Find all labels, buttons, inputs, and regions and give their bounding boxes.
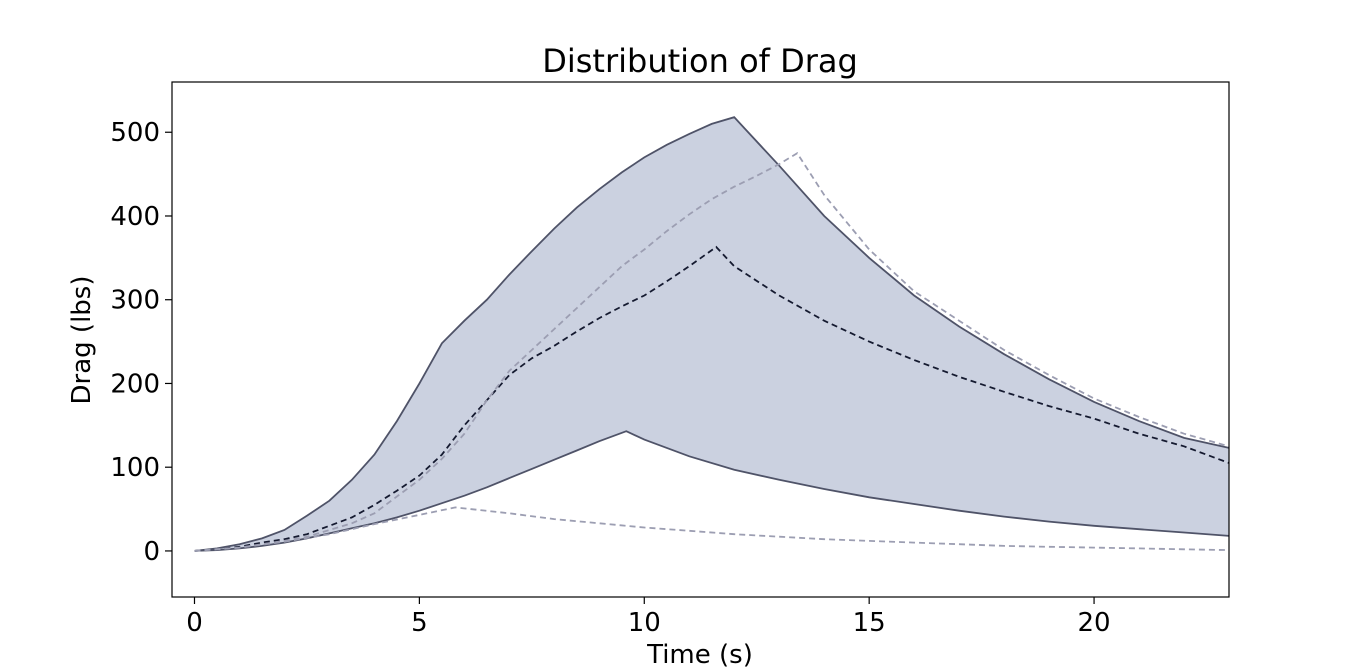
x-axis-label: Time (s) xyxy=(646,640,753,670)
extreme-line-high xyxy=(194,151,1229,552)
y-axis-ticks: 0 100 200 300 400 500 xyxy=(110,118,172,567)
band-upper-line xyxy=(194,116,1229,552)
y-tick-label: 300 xyxy=(110,286,160,316)
x-tick-label: 15 xyxy=(853,608,886,638)
x-axis-ticks: 0 5 10 15 20 xyxy=(186,597,1111,638)
x-tick-label: 5 xyxy=(411,608,428,638)
y-tick-label: 500 xyxy=(110,118,160,148)
x-tick-label: 20 xyxy=(1078,608,1111,638)
y-tick-label: 100 xyxy=(110,453,160,483)
y-axis-label: Drag (lbs) xyxy=(67,276,97,405)
chart-title: Distribution of Drag xyxy=(542,42,858,80)
median-line xyxy=(194,245,1229,552)
y-tick-label: 400 xyxy=(110,202,160,232)
band-area xyxy=(194,117,1229,551)
x-tick-label: 0 xyxy=(186,608,203,638)
y-tick-label: 200 xyxy=(110,369,160,399)
plot-layer xyxy=(194,116,1229,552)
y-tick-label: 0 xyxy=(143,537,160,567)
extreme-line-low xyxy=(194,506,1229,552)
plot-frame xyxy=(171,81,1230,598)
x-tick-label: 10 xyxy=(628,608,661,638)
